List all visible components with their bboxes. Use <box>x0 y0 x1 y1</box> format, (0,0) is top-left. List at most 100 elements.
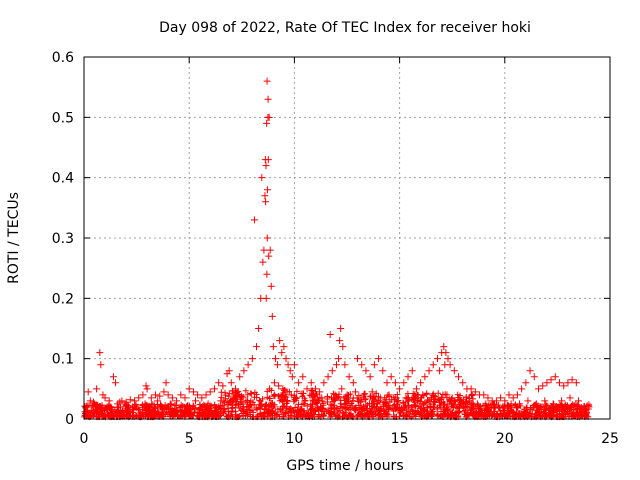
data-point <box>532 400 540 408</box>
data-point <box>156 392 164 400</box>
data-point <box>459 379 467 387</box>
data-point <box>283 388 291 396</box>
data-point <box>335 355 343 363</box>
data-point <box>279 385 287 393</box>
data-point <box>84 388 92 396</box>
data-point <box>490 403 498 411</box>
data-point <box>189 388 197 396</box>
data-point <box>436 367 444 375</box>
data-point <box>109 373 117 381</box>
data-point <box>318 394 326 402</box>
x-tick-label: 20 <box>496 431 514 447</box>
data-point <box>354 355 362 363</box>
data-point <box>227 379 235 387</box>
data-point <box>250 216 258 224</box>
data-point <box>343 391 351 399</box>
data-point <box>417 379 425 387</box>
data-point <box>280 343 288 351</box>
data-point <box>564 379 572 387</box>
data-point <box>419 391 427 399</box>
data-point <box>282 355 290 363</box>
data-point <box>549 400 557 408</box>
data-point <box>286 367 294 375</box>
data-point <box>558 397 566 405</box>
data-point <box>581 409 589 417</box>
data-point <box>101 394 109 402</box>
data-point <box>400 379 408 387</box>
data-point <box>284 361 292 369</box>
data-point <box>336 337 344 345</box>
data-point <box>410 397 418 405</box>
data-point <box>262 198 270 206</box>
data-point <box>258 174 266 182</box>
data-point <box>377 394 385 402</box>
data-point <box>278 349 286 357</box>
data-point <box>421 373 429 381</box>
data-point <box>267 282 275 290</box>
data-point <box>266 246 274 254</box>
data-point <box>393 397 401 405</box>
data-point <box>467 385 475 393</box>
data-points <box>81 77 593 421</box>
data-point <box>135 394 143 402</box>
data-point <box>142 382 150 390</box>
data-point <box>179 403 187 411</box>
x-tick-label: 5 <box>185 431 194 447</box>
data-point <box>126 396 134 404</box>
data-point <box>440 343 448 351</box>
data-point <box>240 367 248 375</box>
data-point <box>83 402 91 410</box>
data-point <box>112 379 120 387</box>
data-point <box>244 361 252 369</box>
data-point <box>341 361 349 369</box>
data-point <box>572 379 580 387</box>
chart-title: Day 098 of 2022, Rate Of TEC Index for r… <box>159 20 531 36</box>
data-point <box>530 373 538 381</box>
data-point <box>311 385 319 393</box>
data-point <box>91 400 99 408</box>
data-point <box>383 379 391 387</box>
data-point <box>324 373 332 381</box>
x-tick-label: 0 <box>80 431 89 447</box>
data-point <box>402 394 410 402</box>
data-point <box>262 294 270 302</box>
data-point <box>484 394 492 402</box>
data-point <box>524 397 532 405</box>
data-point <box>566 394 574 402</box>
data-point <box>577 406 585 414</box>
data-point <box>263 119 271 127</box>
data-point <box>505 391 513 399</box>
data-point <box>173 397 181 405</box>
data-point <box>443 391 451 399</box>
data-point <box>539 382 547 390</box>
data-point <box>427 394 435 402</box>
data-point <box>299 373 307 381</box>
data-point <box>516 400 524 408</box>
x-tick-label: 10 <box>285 431 303 447</box>
data-point <box>509 394 517 402</box>
data-point <box>492 397 500 405</box>
data-point <box>276 337 284 345</box>
data-point <box>543 379 551 387</box>
data-point <box>236 373 244 381</box>
data-point <box>105 397 113 405</box>
data-point <box>480 391 488 399</box>
data-point <box>471 388 479 396</box>
data-point <box>287 391 295 399</box>
data-point <box>96 349 104 357</box>
data-point <box>444 355 452 363</box>
data-point <box>328 367 336 375</box>
data-point <box>370 361 378 369</box>
y-tick-label: 0 <box>65 412 74 428</box>
data-point <box>295 379 303 387</box>
data-point <box>130 397 138 405</box>
y-tick-label: 0.6 <box>52 50 74 66</box>
data-point <box>194 391 202 399</box>
data-point <box>248 355 256 363</box>
data-point <box>339 343 347 351</box>
data-point <box>574 397 582 405</box>
data-point <box>404 373 412 381</box>
y-tick-label: 0.2 <box>52 291 74 307</box>
data-point <box>337 325 345 332</box>
axis-ticks: 0 5 10 15 20 25 0 0.1 0.2 0.3 0.4 0.5 0.6 <box>52 50 619 447</box>
